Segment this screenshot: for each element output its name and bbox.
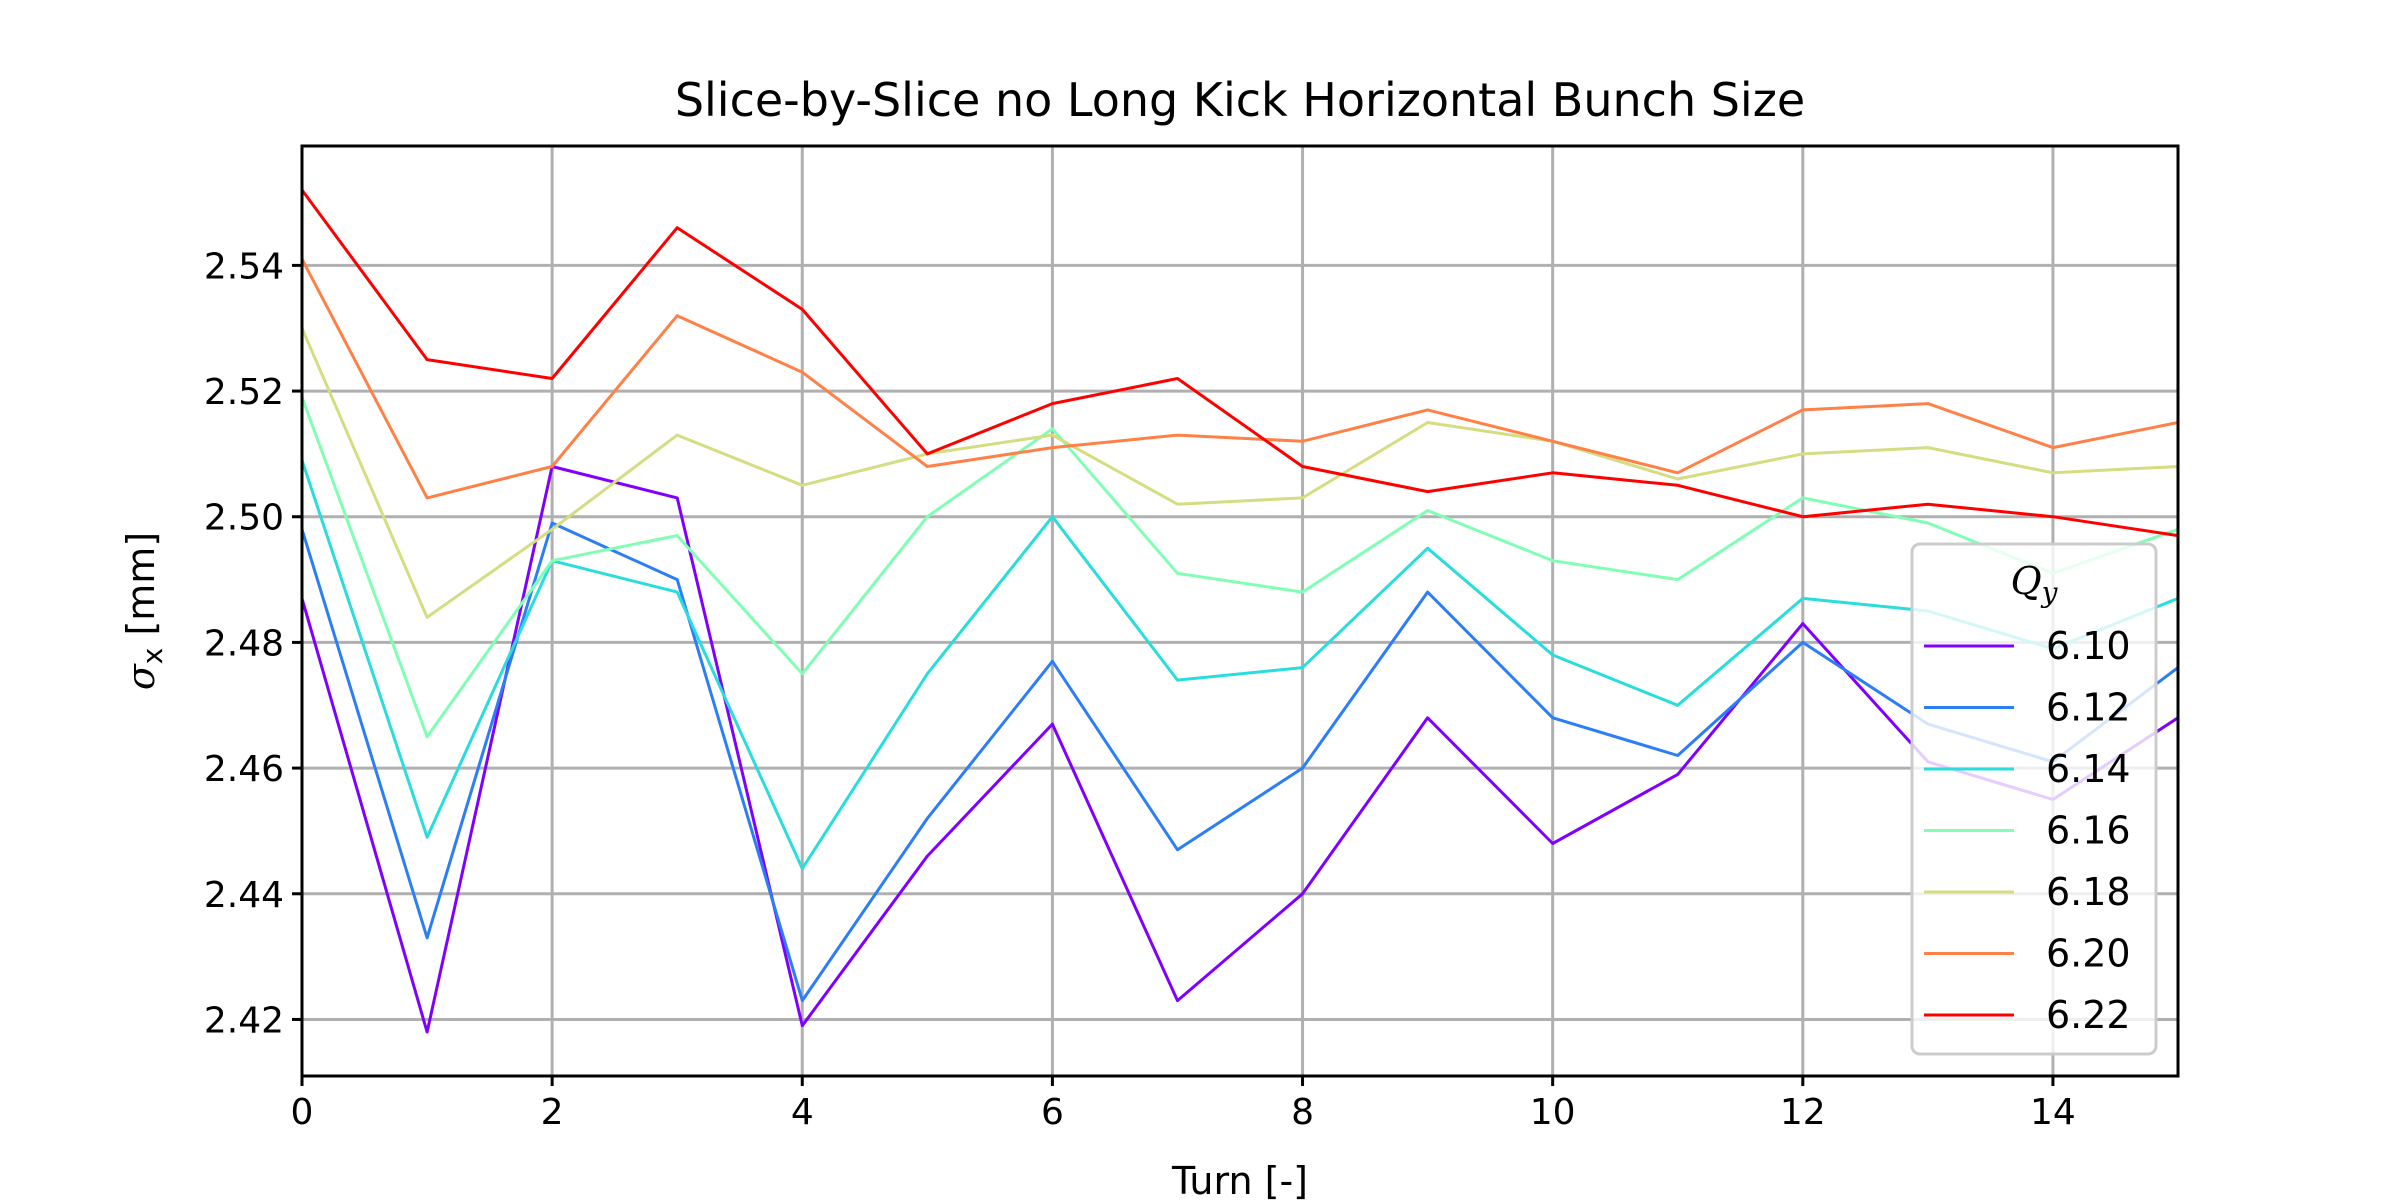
legend: Qy 6.10 6.12 6.14 6.16 6.18 6.20 6.22 (1910, 542, 2158, 1056)
x-tick-label: 0 (291, 1092, 314, 1133)
y-axis-ticks: 2.42 2.44 2.46 2.48 2.50 2.52 2.54 (204, 246, 302, 1041)
x-tick-label: 14 (2030, 1092, 2076, 1133)
legend-label-6.12: 6.12 (2046, 686, 2131, 730)
y-tick-label: 2.42 (204, 1000, 284, 1041)
series-line-6.12 (300, 521, 2179, 1003)
legend-label-6.14: 6.14 (2046, 747, 2131, 791)
series-lines (300, 189, 2179, 1034)
legend-title-subscript: y (2040, 576, 2059, 609)
legend-title: Qy (2011, 559, 2059, 609)
x-tick-label: 6 (1041, 1092, 1064, 1133)
legend-title-symbol: Q (2011, 559, 2042, 603)
series-line-6.14 (300, 459, 2179, 871)
x-axis-ticks: 0 2 4 6 8 10 12 14 (291, 1076, 2076, 1133)
series-line-6.22 (300, 189, 2179, 538)
series-line-6.18 (300, 327, 2179, 619)
legend-label-6.10: 6.10 (2046, 624, 2131, 668)
x-tick-label: 8 (1291, 1092, 1314, 1133)
x-axis-label: Turn [-] (1171, 1159, 1308, 1200)
y-axis-label-subscript: x (136, 648, 169, 665)
grid (300, 146, 2178, 1076)
y-tick-label: 2.52 (204, 372, 284, 413)
x-tick-label: 4 (791, 1092, 814, 1133)
y-tick-label: 2.44 (204, 875, 284, 916)
legend-label-6.20: 6.20 (2046, 932, 2131, 976)
legend-label-6.18: 6.18 (2046, 870, 2131, 914)
chart-title: Slice-by-Slice no Long Kick Horizontal B… (675, 73, 1805, 127)
x-tick-label: 2 (541, 1092, 564, 1133)
y-tick-label: 2.48 (204, 623, 284, 664)
y-axis-label-unit: [mm] (119, 532, 163, 648)
plot-frame (300, 144, 2180, 1078)
legend-label-6.22: 6.22 (2046, 993, 2131, 1037)
series-line-6.20 (300, 258, 2179, 500)
x-tick-label: 12 (1780, 1092, 1826, 1133)
y-axis-label-symbol: σ (119, 663, 163, 690)
y-tick-label: 2.46 (204, 749, 284, 790)
y-tick-label: 2.50 (204, 498, 284, 539)
legend-box (1910, 542, 2158, 1056)
y-axis-label: σx [mm] (119, 532, 169, 690)
legend-label-6.16: 6.16 (2046, 809, 2131, 853)
x-tick-label: 10 (1530, 1092, 1576, 1133)
legend-items: 6.10 6.12 6.14 6.16 6.18 6.20 6.22 (1924, 624, 2131, 1037)
y-tick-label: 2.54 (204, 246, 284, 287)
